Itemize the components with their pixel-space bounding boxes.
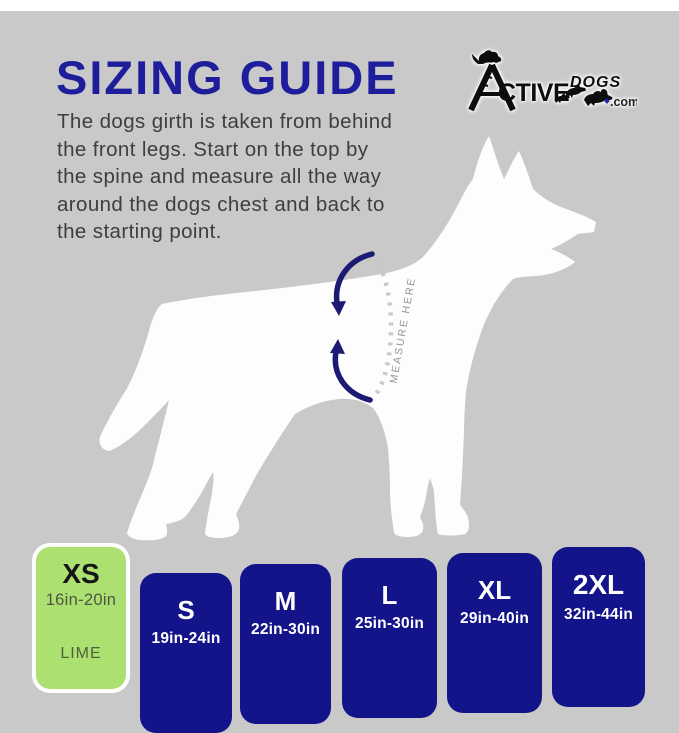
size-range: 25in-30in bbox=[355, 615, 424, 632]
measure-arrow-bottom bbox=[332, 349, 373, 403]
size-card-m: M 22in-30in bbox=[240, 564, 331, 724]
husky-dog-icon bbox=[584, 88, 613, 106]
measure-arrowhead-bottom bbox=[330, 339, 345, 354]
description-line: the front legs. Start on the top by bbox=[57, 137, 369, 161]
description-line: the spine and measure all the way bbox=[57, 165, 382, 188]
top-white-band bbox=[0, 0, 679, 11]
page-title: SIZING GUIDE bbox=[56, 51, 399, 104]
a-frame-icon bbox=[468, 63, 516, 112]
measure-arrow-top bbox=[333, 251, 375, 306]
size-label: L bbox=[381, 580, 398, 610]
dog-on-frame-icon bbox=[472, 50, 502, 64]
logo-text-main: CTIVE bbox=[498, 79, 569, 107]
size-range: 16in-20in bbox=[45, 591, 117, 609]
size-range: 32in-44in bbox=[564, 606, 633, 623]
size-range: 22in-30in bbox=[251, 621, 320, 638]
size-card-xs-inner: XS 16in-20in LIME bbox=[36, 547, 126, 689]
german-shepherd-silhouette bbox=[99, 136, 596, 541]
size-card-xs: XS 16in-20in LIME bbox=[32, 543, 130, 693]
size-range: 29in-40in bbox=[460, 610, 529, 627]
size-card-xl: XL 29in-40in bbox=[447, 553, 542, 713]
description-line: around the dogs chest and back to bbox=[57, 192, 385, 216]
size-label: XS bbox=[62, 558, 100, 589]
description-line: The dogs girth is taken from behind bbox=[57, 110, 393, 133]
size-card-l: L 25in-30in bbox=[342, 558, 437, 718]
dog-silhouette bbox=[99, 136, 596, 541]
dot-icon bbox=[604, 98, 610, 104]
description-line: the starting point. bbox=[57, 220, 222, 243]
logo-text-tld: .com bbox=[610, 95, 637, 109]
size-label: S bbox=[177, 595, 195, 625]
activedogs-logo: CTIVE DOGS .com bbox=[468, 50, 637, 112]
size-range: 19in-24in bbox=[151, 630, 221, 647]
size-label: 2XL bbox=[572, 569, 625, 600]
size-card-2xl: 2XL 32in-44in bbox=[552, 547, 645, 707]
logo-text-dogs: DOGS bbox=[570, 74, 621, 91]
size-label: XL bbox=[477, 575, 512, 605]
running-dog-icon bbox=[566, 84, 586, 98]
size-card-s: S 19in-24in bbox=[140, 573, 232, 733]
sizing-description: The dogs girth is taken from behind the … bbox=[57, 108, 457, 246]
color-name-label: LIME bbox=[60, 645, 102, 662]
size-label: M bbox=[274, 586, 297, 616]
measure-arrowhead-top bbox=[331, 301, 346, 316]
a-frame-rungs bbox=[476, 74, 493, 97]
